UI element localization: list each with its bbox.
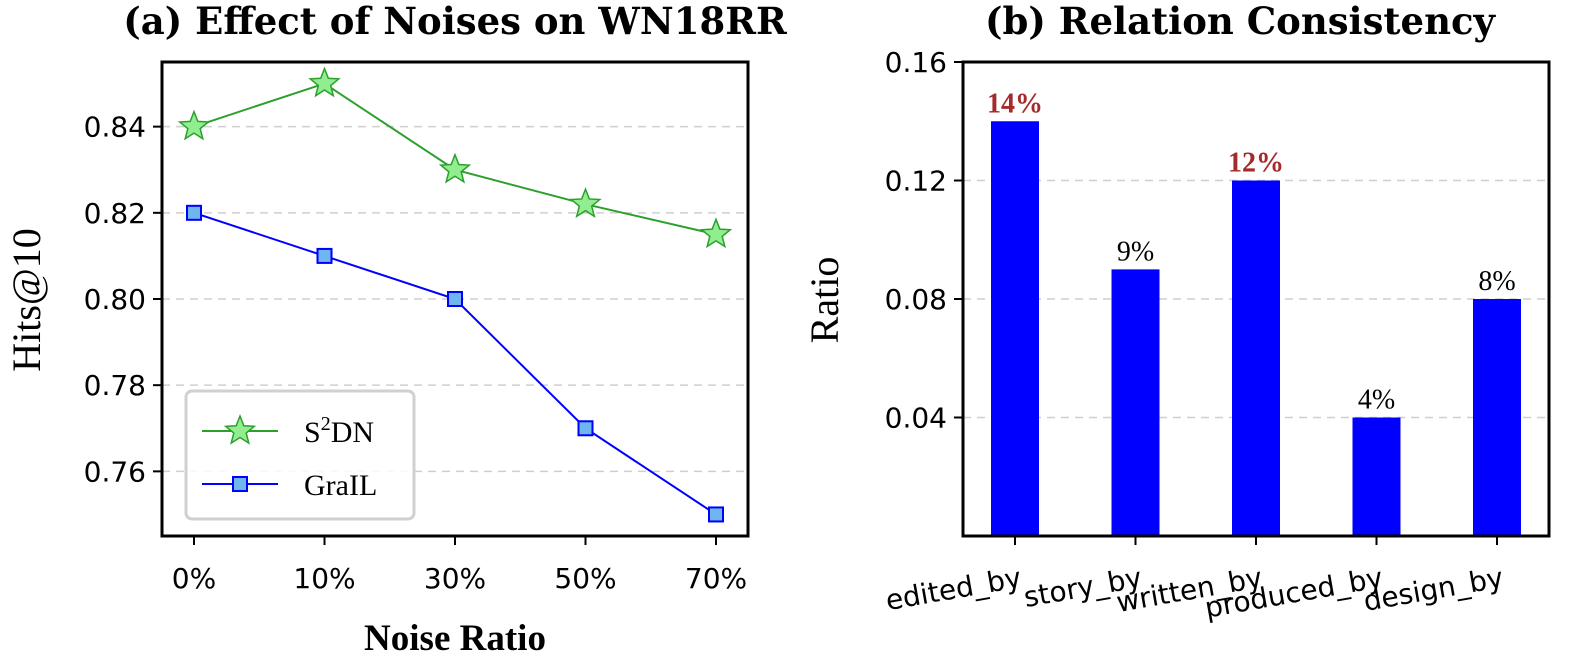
legend: S2DN GraIL (184, 389, 416, 521)
data-label: 14% (987, 88, 1043, 119)
panel-a-series (177, 66, 733, 523)
panel-b-x-ticks: edited_bystory_bywritten_byproduced_byde… (883, 536, 1506, 625)
panel-b-y-label: Ratio (802, 257, 847, 344)
data-label: 9% (1117, 236, 1154, 267)
y-tick-label: 0.16 (885, 46, 947, 79)
y-tick-label: 0.12 (885, 165, 947, 198)
panel-a-y-ticks: 0.76 0.78 0.80 0.82 0.84 (84, 111, 162, 488)
x-tick-label: 0% (172, 562, 216, 595)
bar-edited_by (991, 121, 1039, 536)
y-tick-label: 0.76 (84, 455, 146, 488)
x-tick-label: 70% (685, 562, 747, 595)
bar-written_by (1232, 180, 1280, 536)
panel-b-y-ticks: 0.04 0.08 0.12 0.16 (885, 46, 963, 435)
y-tick-label: 0.80 (84, 283, 146, 316)
data-point-star (699, 217, 733, 249)
legend-marker (232, 476, 248, 492)
panel-b-bars: 14% 9% 12% 4% 8% (987, 88, 1521, 536)
y-tick-label: 0.04 (885, 402, 947, 435)
panel-b-title: (b) Relation Consistency (985, 0, 1496, 43)
data-label: 4% (1358, 385, 1395, 416)
data-point-star (308, 66, 341, 98)
legend-frame (184, 389, 416, 521)
data-point-square (186, 204, 202, 221)
legend-marker (223, 413, 257, 445)
panel-a-x-ticks: 0% 10% 30% 50% 70% (172, 536, 747, 595)
panel-a-title: (a) Effect of Noises on WN18RR (123, 0, 787, 43)
panel-a: (a) Effect of Noises on WN18RR 0.760.780… (4, 0, 787, 659)
data-point-square (447, 291, 463, 307)
panel-a-y-label: Hits@10 (4, 228, 49, 372)
legend-label-grail: GraIL (304, 469, 377, 502)
legend-label-s2dn: S2DN (304, 413, 374, 449)
panel-b: (b) Relation Consistency 14% 9% 12% 4% 8% 0.… (802, 0, 1551, 625)
x-tick-label: 10% (293, 562, 355, 595)
bar-design_by (1473, 299, 1521, 536)
y-tick-label: 0.08 (885, 283, 947, 316)
data-point-square (577, 420, 594, 437)
bar-produced_by (1352, 417, 1401, 536)
x-tick-label: edited_by (883, 561, 1024, 617)
data-point-star (569, 187, 602, 219)
x-tick-label: 30% (424, 562, 486, 595)
data-point-square (316, 247, 333, 264)
data-point-square (708, 506, 724, 523)
legend-marker-star-icon (223, 413, 257, 445)
x-tick-label: 50% (554, 562, 616, 595)
data-label: 12% (1228, 148, 1284, 179)
y-tick-label: 0.78 (84, 369, 146, 402)
y-tick-label: 0.82 (84, 197, 146, 230)
data-label: 8% (1478, 266, 1515, 297)
x-tick-label: design_by (1361, 561, 1506, 618)
bar-story_by (1111, 269, 1160, 536)
data-point-star (438, 152, 472, 184)
panel-a-x-label: Noise Ratio (364, 618, 546, 659)
y-tick-label: 0.84 (84, 111, 146, 144)
data-point-star (177, 109, 211, 141)
legend-marker-square-icon (232, 476, 248, 492)
